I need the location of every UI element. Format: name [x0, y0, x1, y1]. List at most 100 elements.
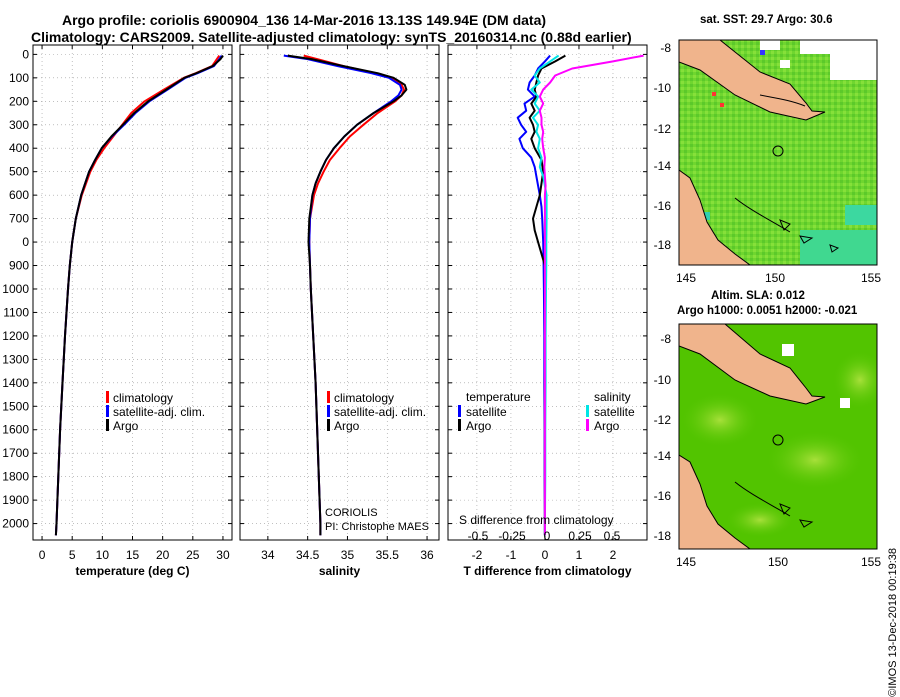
depth-tick-label: 1200	[2, 329, 29, 343]
legend-label-satellite-clim: satellite-adj. clim.	[334, 405, 426, 419]
sst-cool-patch	[845, 205, 877, 225]
depth-tick-label: 1600	[2, 423, 29, 437]
x-tick-label: 36	[420, 548, 434, 562]
depth-tick-label: 1700	[2, 446, 29, 460]
x-tick-label: 30	[216, 548, 230, 562]
sst-nodata-patch	[830, 40, 877, 80]
sst-map-title: sat. SST: 29.7 Argo: 30.6	[700, 14, 833, 26]
legend-label-argo: Argo	[334, 419, 360, 433]
series-group	[516, 54, 644, 536]
sla-map-title-line2: Argo h1000: 0.0051 h2000: -0.021	[677, 305, 858, 317]
x-tick-label: 10	[96, 548, 110, 562]
sst-y-tick: -16	[654, 199, 672, 213]
difference-panel: -2 -1 0 1 2 T difference from climatology	[447, 44, 648, 578]
depth-tick-label: 2000	[2, 517, 29, 531]
legend-swatch-t-satellite	[458, 405, 461, 417]
sla-nodata-patch	[840, 398, 850, 408]
sst-nodata-patch	[760, 40, 780, 50]
depth-tick-label: 900	[9, 259, 29, 273]
sla-x-tick: 155	[861, 555, 881, 569]
series-line-salinity-argo	[538, 54, 644, 536]
legend-label-climatology: climatology	[113, 391, 173, 405]
depth-tick-label: 1400	[2, 376, 29, 390]
x-tick-label: 0	[542, 548, 549, 562]
x-axis-label: salinity	[319, 564, 361, 578]
reef-outlines	[779, 503, 814, 528]
sst-nodata-patch	[780, 60, 790, 68]
difference-legend-salinity: salinity satellite Argo	[586, 390, 635, 433]
sst-y-tick: -12	[654, 122, 672, 136]
sst-cool-patch	[800, 230, 877, 265]
x-tick-label: 5	[69, 548, 76, 562]
sst-map	[678, 39, 878, 266]
sst-x-tick: 145	[676, 271, 696, 285]
sla-high-patch	[832, 350, 877, 410]
series-line-climatology	[54, 55, 221, 536]
argo-location-marker	[772, 434, 784, 446]
s-difference-label: S difference from climatology	[459, 513, 614, 527]
x-tick-label: 35.5	[376, 548, 400, 562]
depth-tick-label: 1100	[3, 305, 29, 319]
legend-label-s-satellite: satellite	[594, 405, 635, 419]
coriolis-annotation: CORIOLIS	[325, 507, 378, 519]
reef-line	[759, 94, 806, 107]
s-tick-label: 0	[544, 529, 551, 543]
x-tick-label: 1	[576, 548, 583, 562]
salinity-panel: 34 34.5 35 35.5 36 salinity	[239, 44, 440, 578]
sla-y-tick: -8	[660, 332, 671, 346]
sla-map-axes: 145 150 155 -8 -10 -12 -14 -16 -18	[654, 332, 882, 569]
sla-y-tick: -10	[654, 373, 672, 387]
depth-tick-label: 300	[9, 118, 29, 132]
x-tick-label: 20	[156, 548, 170, 562]
legend-label-s-argo: Argo	[594, 419, 620, 433]
series-line-satellite-adj-clim-	[283, 54, 403, 536]
x-tick-label: 34	[261, 548, 275, 562]
sst-y-tick: -18	[654, 238, 672, 252]
depth-tick-label: 0	[22, 47, 29, 61]
reef-outlines	[779, 219, 840, 253]
series-group	[54, 55, 224, 536]
depth-tick-label: 600	[9, 188, 29, 202]
legend-title-salinity: salinity	[594, 390, 631, 404]
legend-swatch-t-argo	[458, 419, 461, 431]
depth-tick-label: 100	[9, 71, 29, 85]
s-tick-label: 0.5	[604, 529, 621, 543]
s-difference-ticks: -0.5 -0.25 0 0.25 0.5	[468, 529, 621, 543]
legend-swatch-climatology	[327, 391, 330, 403]
panel-frame	[447, 44, 648, 541]
legend-swatch-s-argo	[586, 419, 589, 431]
series-line-satellite-adj-clim-	[54, 55, 223, 536]
x-tick-label: 2	[610, 548, 617, 562]
depth-tick-label: 500	[9, 165, 29, 179]
sst-hot-pixel	[720, 103, 724, 107]
sla-y-tick: -16	[654, 489, 672, 503]
series-line-argo	[287, 54, 408, 536]
reef-line	[734, 481, 791, 517]
sla-map-title-line1: Altim. SLA: 0.012	[711, 290, 805, 302]
sla-map-frame	[678, 323, 878, 550]
legend-swatch-argo	[327, 419, 330, 431]
x-tick-label: 35	[341, 548, 355, 562]
x-tick-label: -2	[472, 548, 483, 562]
sla-y-tick: -14	[654, 449, 672, 463]
x-axis-label: T difference from climatology	[463, 564, 631, 578]
sla-x-tick: 150	[768, 555, 788, 569]
sst-map-axes: 145 150 155 -8 -10 -12 -14 -16 -18	[654, 41, 882, 285]
legend-swatch-argo	[106, 419, 109, 431]
legend-swatch-satellite-clim	[327, 405, 330, 417]
legend-label-t-satellite: satellite	[466, 405, 507, 419]
sla-high-patch	[725, 502, 795, 538]
reef-line	[734, 197, 791, 233]
new-guinea-land	[679, 40, 826, 121]
sst-x-tick: 150	[765, 271, 785, 285]
sst-y-tick: -10	[654, 81, 672, 95]
x-tick-label: 15	[126, 548, 140, 562]
depth-tick-label: 400	[9, 141, 29, 155]
s-tick-label: 0.25	[568, 529, 592, 543]
sla-y-tick: -12	[654, 413, 672, 427]
sla-x-tick: 145	[676, 555, 696, 569]
sst-cold-pixel	[760, 50, 765, 55]
sla-map	[678, 323, 878, 550]
argo-location-marker	[772, 145, 784, 157]
